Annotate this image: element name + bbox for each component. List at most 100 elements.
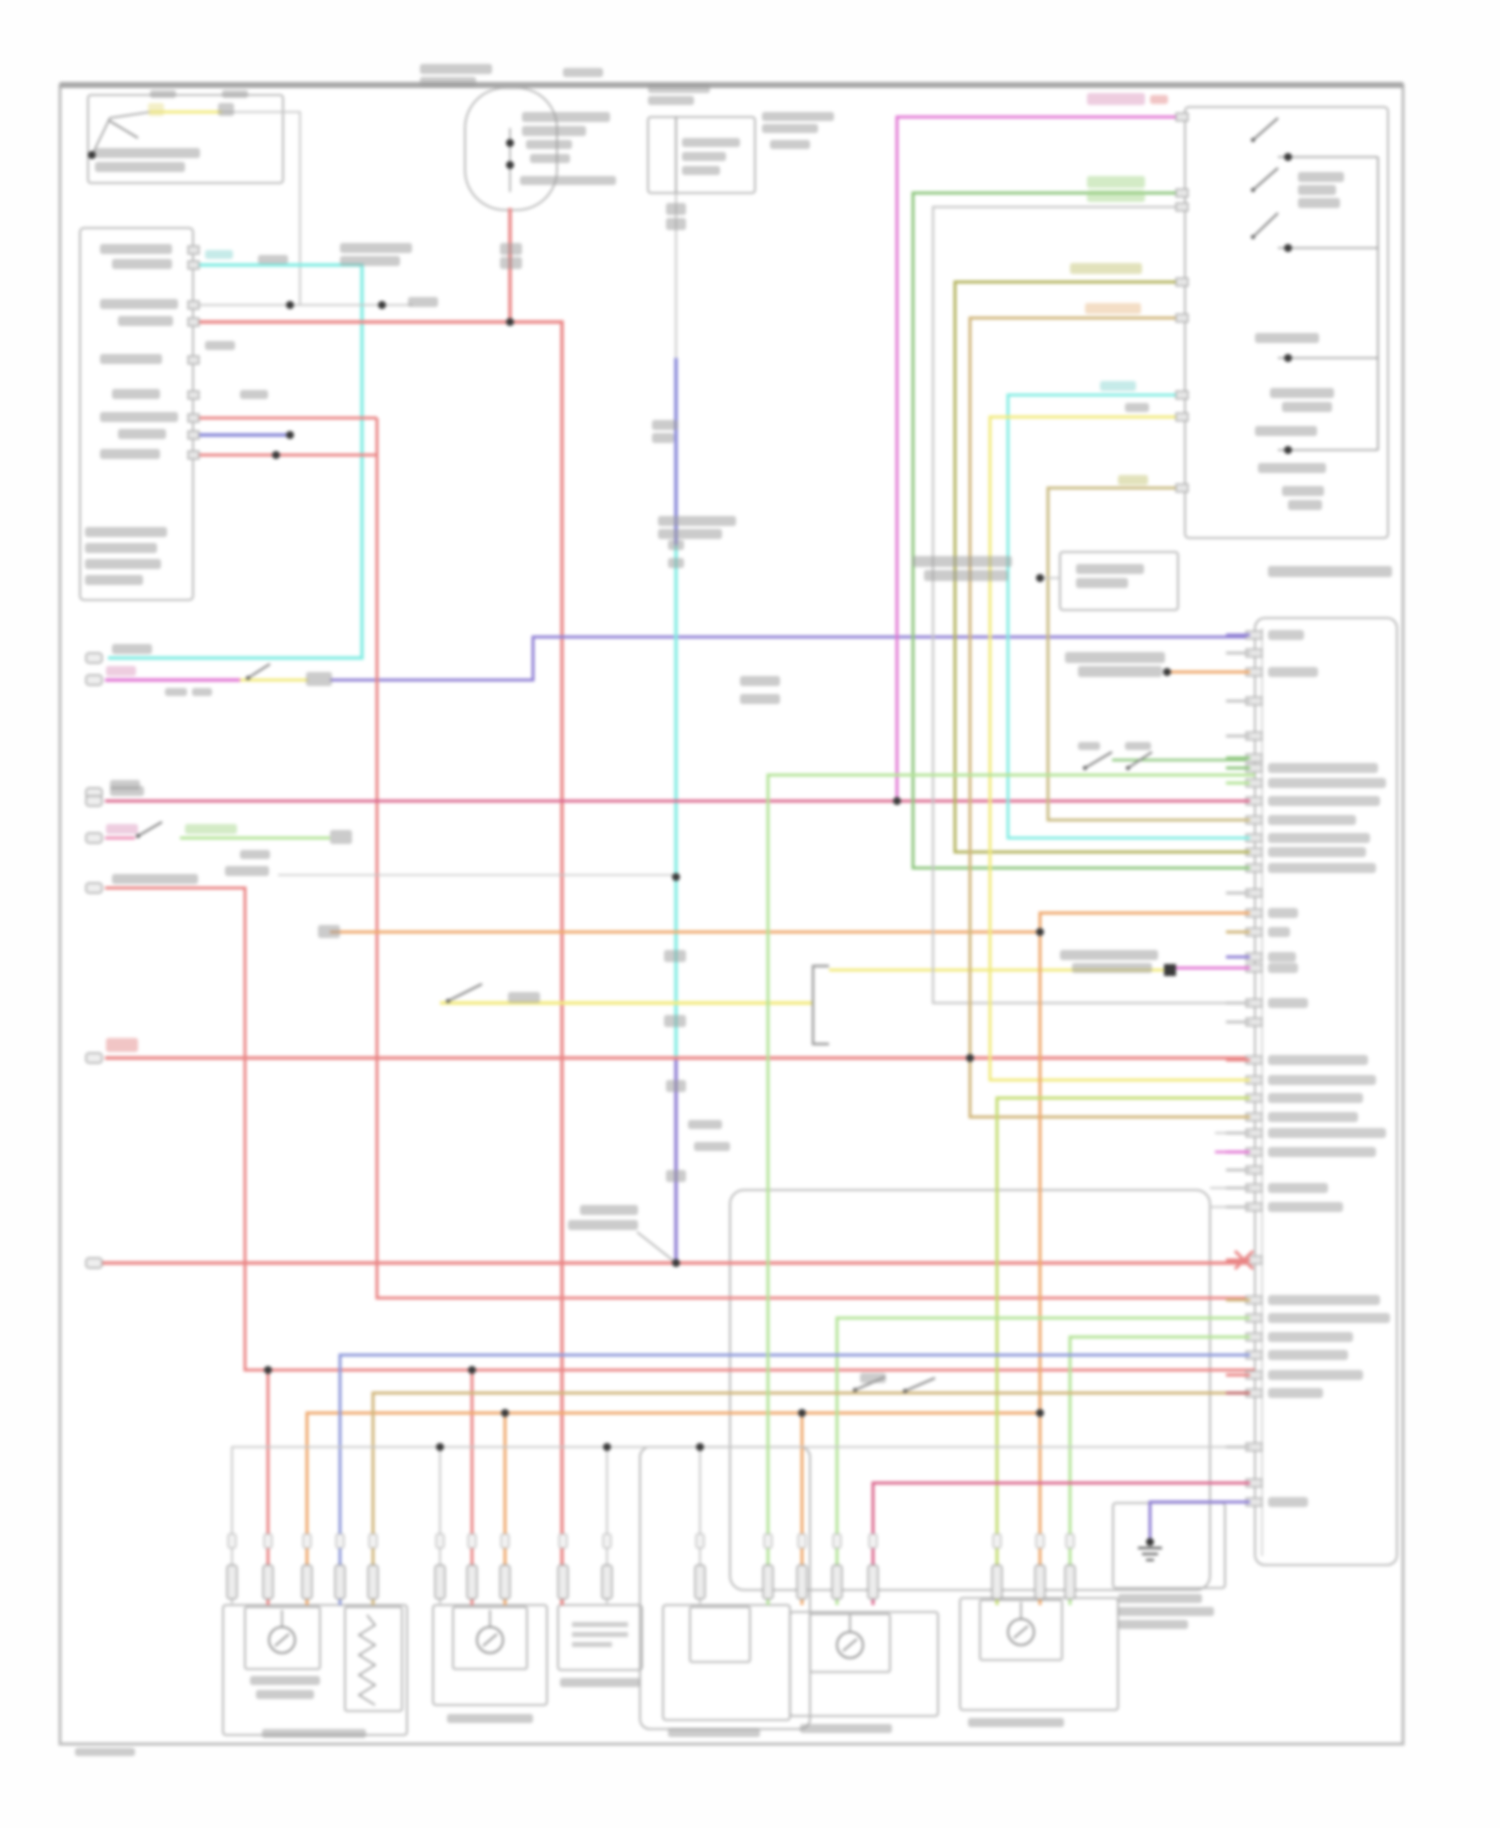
label-blob [526,140,572,149]
module-pin [1175,188,1189,198]
x-splice-mark [1233,1249,1255,1271]
wire-module-magenta [895,115,1185,801]
label-blob [318,925,340,938]
wire-module-cyan [1006,393,1255,840]
strip-row-label [1268,1350,1348,1360]
strip-row-label [1268,778,1386,788]
label-blob [1065,652,1165,663]
label-blob [1270,388,1334,398]
label-blob [420,77,476,87]
label-blob [205,250,233,259]
label-blob [218,103,234,116]
label-blob [648,96,694,105]
motor-box-5-inner [809,1613,891,1673]
label-blob [666,218,686,230]
bottom-pin-upper [602,1533,612,1549]
resistor-bar [572,1622,628,1627]
leftbox-pin [187,450,200,460]
bottom-component-pin [226,1564,238,1600]
junction-dot [1284,244,1292,252]
strip-row-label [1268,1112,1358,1122]
label-blob [447,1714,533,1723]
module-switch-2 [1252,167,1279,191]
junction-dot [1036,574,1044,582]
wire-crimson-1483 [871,1481,1255,1605]
label-blob [100,412,178,422]
module-pin [1175,483,1189,493]
strip-row-label [1268,1055,1368,1065]
bottom-component-pin [1034,1564,1046,1600]
label-blob [1268,566,1392,577]
label-blob [666,1080,686,1092]
module-pin [1175,202,1189,212]
strip-row-label [1268,1388,1323,1398]
label-blob [408,297,438,307]
label-blob [100,449,160,459]
label-blob [664,950,686,962]
label-blob [1118,475,1148,485]
bottom-component-pin [434,1564,446,1600]
wire-red-888-bus1370 [105,886,1255,1372]
label-blob [205,341,235,350]
wire-gray-bus-1447 [231,1446,1255,1605]
resistor-box-3 [557,1604,643,1671]
module-switch-3 [1252,212,1279,238]
label-blob [912,556,1012,567]
bottom-component-pin [367,1564,379,1600]
label-blob [150,90,176,98]
label-blob [580,1205,638,1215]
left-edge-connector-stub [85,1052,103,1064]
label-blob [666,1170,686,1182]
bottom-pin-upper [695,1533,705,1549]
left-edge-connector-stub [85,832,103,844]
wire-red-377-down [375,418,1255,1300]
resistor-bar [572,1632,628,1637]
strip-row-label [1268,1370,1363,1380]
label-blob [112,874,198,884]
bottom-pin-upper [227,1533,237,1549]
bottom-component-pin [762,1564,774,1600]
left-838-switch-pivot [135,833,141,839]
wire-tl-lead [91,111,151,156]
label-blob [1282,402,1332,412]
module-pin [1175,313,1189,323]
label-blob [1282,486,1324,496]
motor-arrow [482,1633,498,1647]
strip-row-label [1268,952,1296,962]
junction-dot [966,1054,974,1062]
label-blob [1076,578,1128,588]
wire-blue-bus-1355 [338,1353,1255,1605]
label-blob [75,1748,135,1756]
bottom-pin-upper [500,1533,510,1549]
label-blob [100,354,162,364]
junction-dot [286,301,294,309]
label-blob [658,529,722,539]
label-blob [1150,95,1168,104]
label-blob [1087,176,1145,188]
label-blob [225,866,269,876]
wire-orange-913-riser [1038,911,1255,1605]
strip-row-label [1268,667,1318,677]
label-blob [106,666,136,676]
wire-purple-1502 [1148,1500,1255,1542]
module-pin [1175,112,1189,122]
group-container-right [729,1189,1211,1591]
label-blob [500,243,522,255]
wire-leader-1263 [636,1231,676,1263]
resistor-bar [572,1642,612,1647]
left-edge-connector-stub [85,674,103,686]
bottom-component-pin [1064,1564,1076,1600]
bottom-component-pin [867,1564,879,1600]
label-blob [106,824,138,834]
wire-module-green [911,191,1255,870]
bottom-pin-upper [263,1533,273,1549]
strip-row-label [1268,963,1298,973]
junction-dot [506,161,514,169]
label-blob [222,90,248,98]
left-edge-connector-stub [85,652,103,664]
bottom-pin-upper [763,1533,773,1549]
bottom-component-pin [694,1564,706,1600]
label-blob [682,138,740,147]
